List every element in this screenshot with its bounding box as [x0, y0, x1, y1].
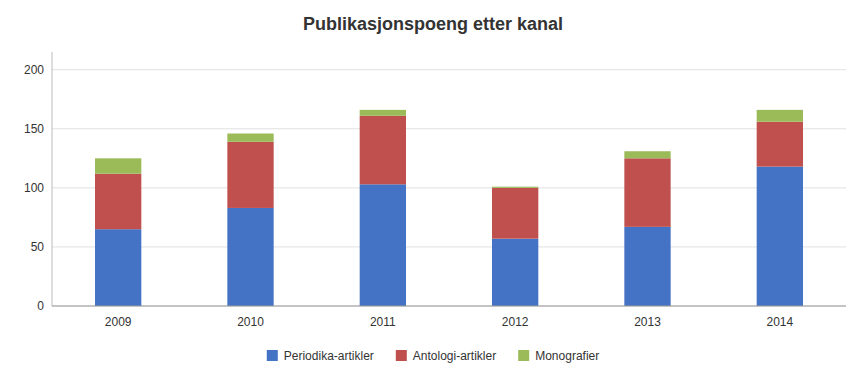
bar [757, 167, 803, 306]
x-tick-label: 2014 [766, 315, 793, 329]
legend-label: Antologi-artikler [413, 349, 496, 363]
grid-line [52, 128, 846, 129]
legend-swatch [267, 350, 278, 361]
y-tick-label: 200 [24, 63, 44, 77]
y-tick-label: 50 [31, 240, 45, 254]
bar [360, 184, 406, 306]
x-axis: 2009 2010 2011 2012 2013 2014 [52, 306, 846, 329]
legend-label: Monografier [535, 349, 599, 363]
series [95, 167, 803, 306]
legend-item: Antologi-artikler [396, 349, 496, 363]
bar [624, 151, 670, 158]
bar [95, 229, 141, 306]
x-tick-label: 2011 [370, 315, 396, 329]
bar [227, 142, 273, 208]
grid-line [52, 246, 846, 247]
y-tick-label: 0 [37, 299, 44, 313]
x-axis-line [52, 306, 846, 307]
bar [360, 116, 406, 185]
y-axis: 0 50 100 150 200 [24, 63, 846, 313]
bar [492, 239, 538, 306]
chart-container: Publikasjonspoeng etter kanal 0 50 100 150 20… [0, 0, 866, 388]
legend-swatch [396, 350, 407, 361]
x-tick-label: 2013 [634, 315, 661, 329]
bar [757, 110, 803, 122]
chart-svg: Publikasjonspoeng etter kanal 0 50 100 150 20… [0, 0, 866, 388]
bar [624, 158, 670, 227]
bar [492, 188, 538, 239]
x-tick-label: 2009 [105, 315, 132, 329]
bar [227, 208, 273, 306]
bar [492, 187, 538, 188]
y-tick-label: 150 [24, 122, 44, 136]
legend-swatch [518, 350, 529, 361]
legend-item: Monografier [518, 349, 599, 363]
bar [624, 227, 670, 306]
grid-line [52, 69, 846, 70]
grid-line [52, 306, 846, 307]
bar [360, 110, 406, 116]
x-tick-label: 2012 [502, 315, 529, 329]
title: Publikasjonspoeng etter kanal [303, 14, 563, 34]
series [95, 116, 803, 239]
legend-item: Periodika-artikler [267, 349, 374, 363]
bar [95, 158, 141, 173]
bar [227, 134, 273, 142]
series [95, 110, 803, 188]
grid-line [52, 187, 846, 188]
bars [95, 110, 803, 306]
x-tick-label: 2010 [237, 315, 264, 329]
page: {"chart_data": {"type": "bar", "stacked"… [0, 0, 866, 388]
y-axis-line [52, 52, 53, 306]
y-tick-label: 100 [24, 181, 44, 195]
legend: Periodika-artikler Antologi-artikler Monog… [267, 349, 599, 363]
bar [757, 122, 803, 167]
legend-label: Periodika-artikler [284, 349, 374, 363]
bar [95, 174, 141, 230]
